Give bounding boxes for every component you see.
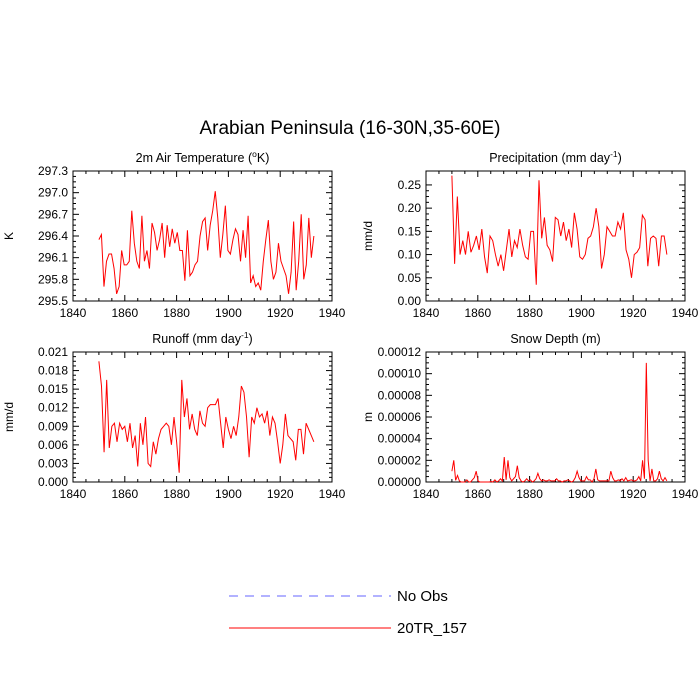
panel-title: 2m Air Temperature (oK) bbox=[136, 149, 270, 165]
chart-panel-4: Snow Depth (m) 1840 1860 1880 1900 1920 1940 0.… bbox=[361, 332, 699, 501]
y-tick-label: 296.4 bbox=[38, 229, 68, 243]
x-tick-label: 1900 bbox=[568, 306, 595, 320]
y-tick-label: 295.5 bbox=[38, 294, 68, 308]
panel-title-tail: ) bbox=[618, 151, 622, 165]
panel-title-tail: ) bbox=[249, 332, 253, 346]
x-tick-label: 1860 bbox=[464, 487, 491, 501]
y-tick-label: 0.006 bbox=[38, 438, 68, 452]
panel-title-tail: K) bbox=[257, 151, 270, 165]
x-tick-label: 1840 bbox=[60, 306, 87, 320]
panel-title-superscript: o bbox=[252, 149, 257, 159]
x-tick-label: 1880 bbox=[516, 487, 543, 501]
series-line-20TR_157 bbox=[451, 175, 668, 285]
y-tick-label: 0.00000 bbox=[378, 475, 422, 489]
panel-title-main: Precipitation (mm day bbox=[489, 151, 611, 165]
plot-frame bbox=[72, 351, 333, 483]
legend: No Obs 20TR_157 bbox=[229, 588, 467, 637]
series-line-20TR_157 bbox=[98, 361, 315, 473]
x-tick-label: 1900 bbox=[215, 306, 242, 320]
x-tick-label: 1920 bbox=[620, 487, 647, 501]
y-tick-label: 0.00006 bbox=[378, 410, 422, 424]
x-tick-label: 1920 bbox=[267, 306, 294, 320]
x-tick-label: 1940 bbox=[319, 487, 346, 501]
y-tick-label: 0.00010 bbox=[378, 367, 422, 381]
x-tick-label: 1920 bbox=[267, 487, 294, 501]
y-tick-label: 0.021 bbox=[38, 345, 68, 359]
y-tick-label: 0.25 bbox=[398, 178, 422, 192]
x-tick-label: 1880 bbox=[163, 487, 190, 501]
panel-title: Snow Depth (m) bbox=[510, 332, 600, 346]
y-tick-label: 0.05 bbox=[398, 271, 422, 285]
y-tick-label: 0.018 bbox=[38, 364, 68, 378]
y-tick-label: 297.3 bbox=[38, 164, 68, 178]
chart-panel-3: Runoff (mm day-1) 1840 1860 1880 1900 1920 194… bbox=[2, 330, 346, 501]
panel-title: Precipitation (mm day-1) bbox=[489, 149, 622, 165]
x-tick-label: 1940 bbox=[672, 487, 699, 501]
x-tick-label: 1920 bbox=[620, 306, 647, 320]
series-line-20TR_157 bbox=[98, 191, 315, 294]
y-tick-label: 0.20 bbox=[398, 201, 422, 215]
legend-label-1: No Obs bbox=[397, 588, 448, 605]
y-tick-label: 297.0 bbox=[38, 186, 68, 200]
y-tick-label: 0.00008 bbox=[378, 388, 422, 402]
x-tick-label: 1940 bbox=[319, 306, 346, 320]
y-tick-label: 0.00004 bbox=[378, 432, 422, 446]
x-tick-label: 1860 bbox=[464, 306, 491, 320]
legend-label-2: 20TR_157 bbox=[397, 620, 467, 637]
x-tick-label: 1840 bbox=[413, 487, 440, 501]
y-tick-label: 0.015 bbox=[38, 382, 68, 396]
y-tick-label: 0.15 bbox=[398, 224, 422, 238]
x-tick-label: 1880 bbox=[516, 306, 543, 320]
panel-title: Runoff (mm day-1) bbox=[152, 330, 252, 346]
figure-title: Arabian Peninsula (16-30N,35-60E) bbox=[199, 118, 500, 139]
chart-panel-1: 2m Air Temperature (oK) 1840 1860 1880 1900 1… bbox=[2, 149, 346, 320]
x-tick-label: 1940 bbox=[672, 306, 699, 320]
y-axis-label: K bbox=[2, 232, 16, 240]
y-tick-label: 0.10 bbox=[398, 248, 422, 262]
y-tick-label: 0.009 bbox=[38, 419, 68, 433]
y-tick-label: 296.1 bbox=[38, 251, 68, 265]
y-tick-label: 0.012 bbox=[38, 401, 68, 415]
panel-title-superscript: -1 bbox=[241, 330, 249, 340]
y-tick-label: 0.00012 bbox=[378, 345, 422, 359]
y-axis-label: mm/d bbox=[2, 402, 16, 432]
y-tick-label: 296.7 bbox=[38, 207, 68, 221]
panel-title-superscript: -1 bbox=[610, 149, 618, 159]
y-tick-label: 295.8 bbox=[38, 272, 68, 286]
y-tick-label: 0.000 bbox=[38, 475, 68, 489]
chart-panel-2: Precipitation (mm day-1) 1840 1860 1880 1900… bbox=[361, 149, 699, 320]
x-tick-label: 1880 bbox=[163, 306, 190, 320]
y-axis-label: m bbox=[361, 412, 375, 422]
series-line-20TR_157 bbox=[451, 362, 668, 483]
x-tick-label: 1900 bbox=[215, 487, 242, 501]
y-tick-label: 0.00002 bbox=[378, 453, 422, 467]
panel-title-main: Snow Depth (m) bbox=[510, 332, 600, 346]
x-tick-label: 1860 bbox=[111, 306, 138, 320]
panel-title-main: 2m Air Temperature ( bbox=[136, 151, 253, 165]
y-tick-label: 0.003 bbox=[38, 456, 68, 470]
panels: 2m Air Temperature (oK)1840 1860 1880 1900 1… bbox=[2, 149, 699, 501]
x-tick-label: 1840 bbox=[413, 306, 440, 320]
panel-title-main: Runoff (mm day bbox=[152, 332, 241, 346]
x-tick-label: 1900 bbox=[568, 487, 595, 501]
y-tick-label: 0.00 bbox=[398, 294, 422, 308]
x-tick-label: 1860 bbox=[111, 487, 138, 501]
x-tick-label: 1840 bbox=[60, 487, 87, 501]
y-axis-label: mm/d bbox=[361, 221, 375, 251]
